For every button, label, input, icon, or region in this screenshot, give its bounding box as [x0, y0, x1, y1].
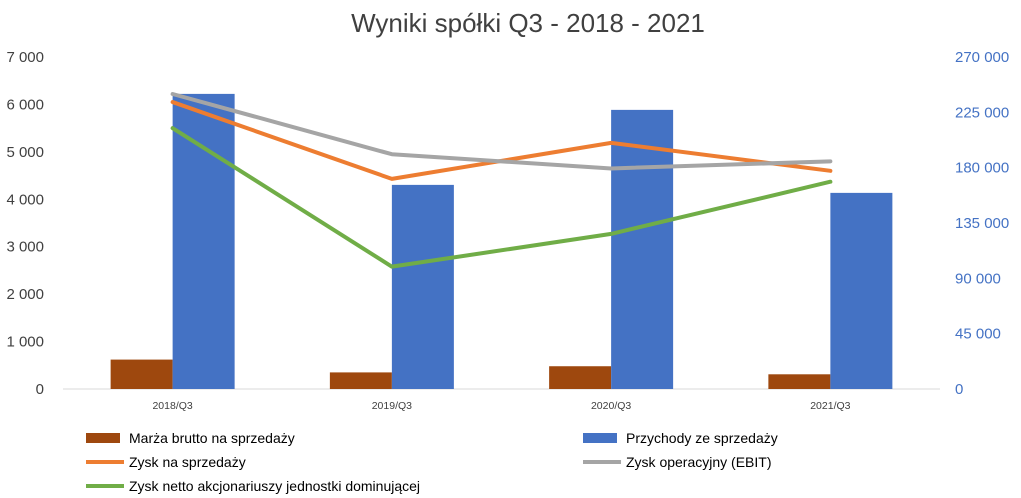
bar: [329, 372, 392, 389]
x-tick-label: 2019/Q3: [372, 400, 412, 412]
bar: [391, 184, 454, 389]
x-axis: 2018/Q3 2019/Q3 2020/Q3 2021/Q3: [152, 400, 850, 412]
x-tick-label: 2018/Q3: [152, 400, 192, 412]
right-tick-label: 135 000: [955, 215, 1009, 232]
legend-swatch: [86, 433, 120, 443]
left-tick-label: 2 000: [6, 286, 44, 303]
legend-label: Zysk operacyjny (EBIT): [626, 454, 771, 470]
bar: [172, 93, 235, 389]
right-axis: 0 45 000 90 000 135 000 180 000 225 000 270 00…: [955, 49, 1009, 398]
left-tick-label: 5 000: [6, 144, 44, 161]
legend: Marża brutto na sprzedaży Przychody ze sp…: [86, 430, 778, 494]
left-tick-label: 4 000: [6, 191, 44, 208]
right-tick-label: 0: [955, 381, 963, 398]
x-tick-label: 2021/Q3: [810, 400, 850, 412]
bar: [611, 109, 674, 389]
series-line: [170, 91, 833, 171]
right-tick-label: 90 000: [955, 270, 1001, 287]
legend-label: Zysk na sprzedaży: [129, 454, 246, 470]
series-line: [170, 100, 833, 181]
bar: [768, 374, 831, 389]
legend-swatch: [583, 433, 617, 443]
legend-label: Przychody ze sprzedaży: [626, 430, 778, 446]
legend-label: Marża brutto na sprzedaży: [129, 430, 295, 446]
x-tick-label: 2020/Q3: [591, 400, 631, 412]
bar: [110, 359, 173, 389]
bar-series: [110, 93, 893, 389]
left-tick-label: 7 000: [6, 49, 44, 66]
left-tick-label: 0: [36, 381, 44, 398]
series-line: [170, 126, 833, 269]
bar: [830, 192, 893, 389]
right-tick-label: 225 000: [955, 104, 1009, 121]
chart-title: Wyniki spółki Q3 - 2018 - 2021: [351, 8, 705, 38]
legend-label: Zysk netto akcjonariuszy jednostki domin…: [129, 478, 420, 494]
left-tick-label: 6 000: [6, 96, 44, 113]
line-series: [170, 91, 833, 269]
bar: [549, 366, 612, 389]
left-tick-label: 3 000: [6, 239, 44, 256]
right-tick-label: 270 000: [955, 49, 1009, 66]
left-tick-label: 1 000: [6, 334, 44, 351]
left-axis: 0 1 000 2 000 3 000 4 000 5 000 6 000 7 000: [6, 49, 44, 398]
right-tick-label: 180 000: [955, 160, 1009, 177]
right-tick-label: 45 000: [955, 326, 1001, 343]
